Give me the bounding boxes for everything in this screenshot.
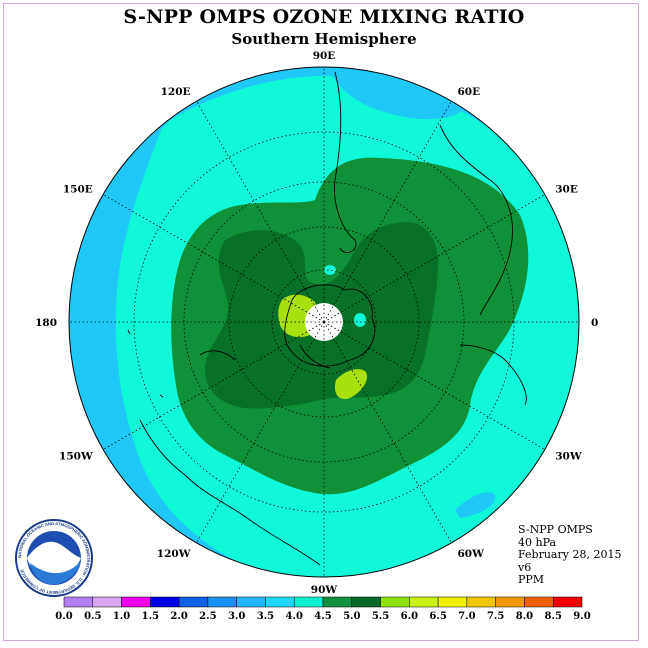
- colorbar-tick-label: 7.5: [487, 611, 504, 622]
- colorbar-tick-label: 2.0: [170, 611, 187, 622]
- colorbar-swatch: [63, 596, 94, 608]
- longitude-label: 90W: [311, 584, 338, 596]
- colorbar-tick-label: 0.0: [55, 611, 72, 622]
- colorbar-tick-label: 4.0: [286, 611, 303, 622]
- meridian-line: [102, 321, 325, 450]
- colorbar-swatch: [322, 596, 353, 608]
- info-version: v6: [518, 560, 532, 574]
- longitude-label: 150W: [59, 451, 93, 463]
- colorbar-tick-label: 6.0: [401, 611, 418, 622]
- longitude-label: 60W: [458, 548, 485, 560]
- colorbar-tick-label: 3.5: [257, 611, 274, 622]
- colorbar-tick-label: 6.5: [429, 611, 446, 622]
- colorbar-tick-label: 8.0: [516, 611, 533, 622]
- colorbar-tick-label: 5.0: [343, 611, 360, 622]
- colorbar-tick-label: 1.0: [113, 611, 130, 622]
- meridian-line: [323, 194, 546, 323]
- colorbar-swatch: [150, 596, 180, 608]
- info-date: February 28, 2015: [518, 548, 622, 561]
- figure-frame: [3, 3, 639, 641]
- info-instrument: S-NPP OMPS: [518, 523, 593, 536]
- longitude-label: 90E: [313, 50, 336, 62]
- meridian-line: [323, 321, 546, 450]
- colorbar-tick-label: 5.5: [372, 611, 389, 622]
- colorbar-tick-label: 3.0: [228, 611, 245, 622]
- longitude-labels: 90W 60W 30W 0 30E 60E 90E 120E 150E 180 150W 120W: [35, 50, 598, 596]
- meridian-line: [196, 100, 325, 323]
- colorbar-swatch: [92, 596, 122, 608]
- longitude-label: 30W: [555, 451, 582, 463]
- ozone-band-3-5-speck-1: [324, 265, 336, 275]
- colorbar: 0.0 0.5 1.0 1.5 2.0 2.5 3.0 3.5 4.0 4.5 5.0 5.5 6.0 6…: [55, 596, 591, 622]
- map-disc: [69, 67, 579, 577]
- ozone-band-3-0-southeast: [455, 492, 496, 518]
- noaa-logo-text: NOAA: [41, 553, 68, 563]
- coastlines: [127, 71, 527, 566]
- colorbar-tick-label: 7.0: [458, 611, 475, 622]
- longitude-label: 150E: [63, 184, 93, 196]
- colorbar-swatch: [236, 596, 266, 608]
- ozone-band-5-5-east: [334, 369, 368, 400]
- colorbar-tick-label: 2.5: [199, 611, 216, 622]
- colorbar-tick-label: 4.5: [314, 611, 331, 622]
- longitude-label: 120E: [161, 86, 191, 98]
- meridian-line: [102, 194, 325, 323]
- colorbar-swatch: [265, 596, 295, 608]
- colorbar-swatch: [409, 596, 439, 608]
- map-disc-outline: [68, 66, 580, 578]
- longitude-label: 180: [35, 317, 57, 329]
- colorbar-swatch: [552, 596, 583, 608]
- colorbar-swatch: [293, 596, 324, 608]
- colorbar-tick-label: 8.5: [545, 611, 562, 622]
- colorbar-swatch: [495, 596, 525, 608]
- colorbar-swatch: [121, 596, 151, 608]
- info-units: PPM: [518, 573, 545, 586]
- ozone-band-3-5-speck-2: [354, 313, 366, 327]
- colorbar-swatch: [351, 596, 381, 608]
- map-subtitle: Southern Hemisphere: [231, 30, 417, 48]
- meridians: [69, 67, 579, 577]
- colorbar-swatch: [524, 596, 554, 608]
- colorbar-swatch: [380, 596, 410, 608]
- ozone-band-3-0-northeast: [330, 71, 466, 120]
- colorbar-swatch: [178, 596, 209, 608]
- meridian-line: [196, 321, 325, 544]
- ozone-band-3-0-west: [70, 120, 250, 568]
- colorbar-tick-label: 0.5: [84, 611, 101, 622]
- meridian-line: [323, 321, 452, 544]
- meridian-line: [323, 100, 452, 323]
- longitude-label: 30E: [555, 184, 578, 196]
- colorbar-swatch: [207, 596, 237, 608]
- longitude-label: 60E: [458, 86, 481, 98]
- colorbar-tick-label: 1.5: [142, 611, 159, 622]
- colorbar-swatch: [437, 596, 468, 608]
- info-block: S-NPP OMPS 40 hPa February 28, 2015 v6 P…: [518, 523, 622, 587]
- map-title: S-NPP OMPS OZONE MIXING RATIO: [123, 6, 525, 28]
- info-level: 40 hPa: [518, 535, 557, 549]
- colorbar-tick-label: 9.0: [573, 611, 590, 622]
- longitude-label: 0: [591, 317, 598, 329]
- colorbar-swatch: [466, 596, 496, 608]
- noaa-logo: NOAA NATIONAL OCEANIC AND ATMOSPHERIC AD…: [15, 519, 93, 597]
- longitude-label: 120W: [157, 548, 191, 560]
